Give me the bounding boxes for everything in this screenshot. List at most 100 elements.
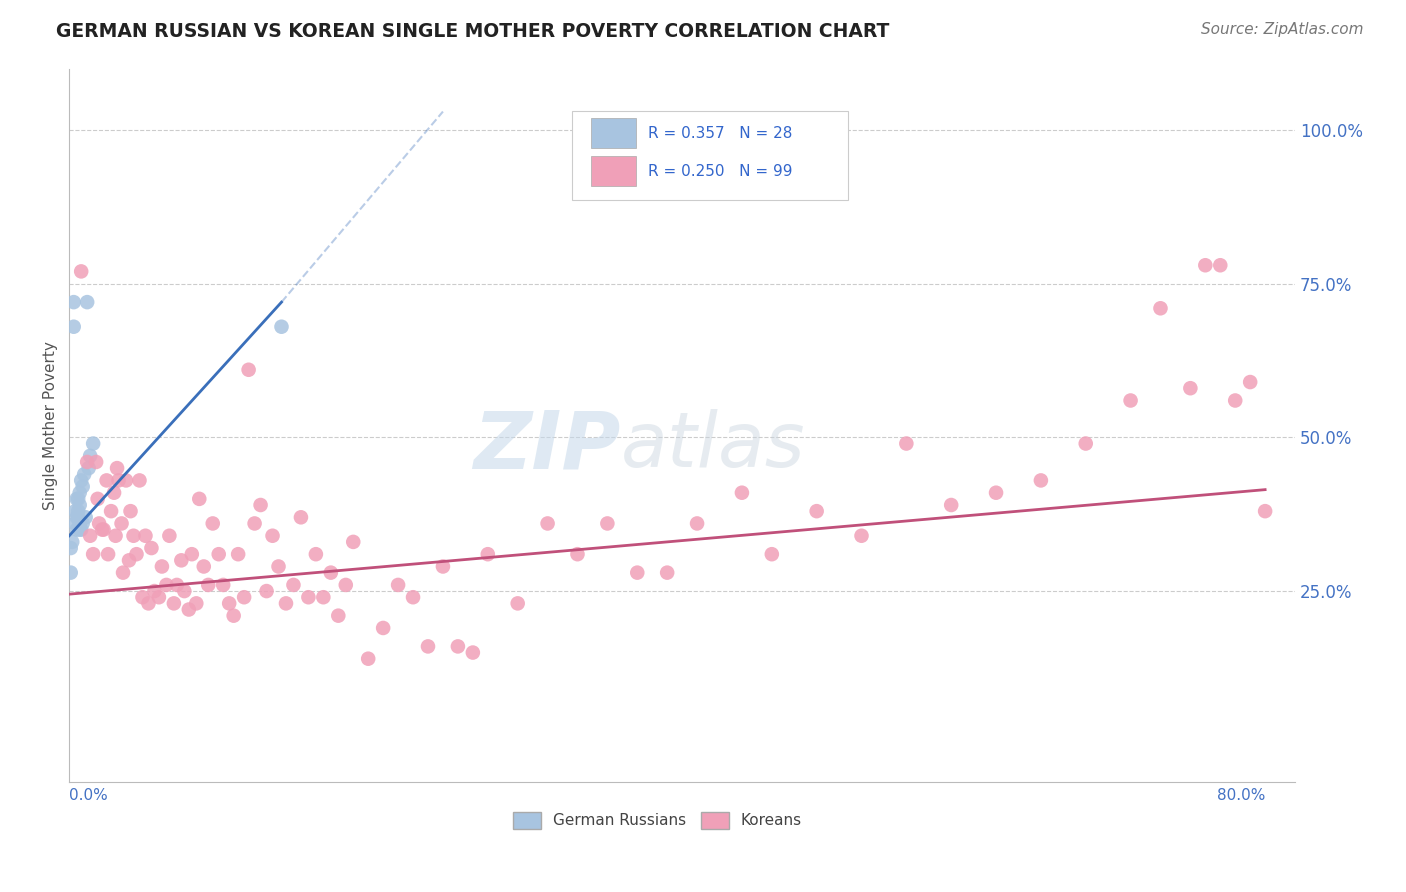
Point xyxy=(120,504,142,518)
Point xyxy=(731,485,754,500)
Point xyxy=(163,596,186,610)
Point xyxy=(212,578,235,592)
Point xyxy=(138,596,160,610)
Point xyxy=(72,479,94,493)
Point xyxy=(63,504,86,518)
Point xyxy=(297,591,319,605)
Point xyxy=(72,516,94,531)
Point xyxy=(806,504,828,518)
Point xyxy=(66,491,89,506)
Point xyxy=(477,547,499,561)
Point xyxy=(761,547,783,561)
Point xyxy=(312,591,335,605)
Point xyxy=(173,584,195,599)
Point xyxy=(1209,258,1232,272)
Point xyxy=(274,596,297,610)
Point xyxy=(77,461,100,475)
FancyBboxPatch shape xyxy=(592,156,636,186)
Point xyxy=(180,547,202,561)
Point xyxy=(84,455,107,469)
Point xyxy=(335,578,357,592)
Point xyxy=(62,319,84,334)
Point xyxy=(941,498,963,512)
Point xyxy=(373,621,395,635)
Point xyxy=(1254,504,1277,518)
Point xyxy=(387,578,409,592)
Point xyxy=(256,584,278,599)
Point xyxy=(70,474,93,488)
Point xyxy=(107,474,129,488)
Point xyxy=(134,529,156,543)
Point xyxy=(201,516,224,531)
Point xyxy=(148,591,170,605)
Point xyxy=(177,602,200,616)
Point xyxy=(270,319,292,334)
FancyBboxPatch shape xyxy=(572,112,848,201)
Point xyxy=(115,474,138,488)
Point xyxy=(170,553,193,567)
Point xyxy=(69,516,91,531)
Point xyxy=(105,461,128,475)
Point xyxy=(155,578,177,592)
Point xyxy=(1180,381,1202,395)
Point xyxy=(1239,375,1261,389)
Point xyxy=(143,584,166,599)
Point xyxy=(59,541,82,555)
Point xyxy=(89,516,111,531)
Point xyxy=(75,510,97,524)
Point xyxy=(233,591,256,605)
Point xyxy=(91,523,114,537)
Point xyxy=(657,566,679,580)
Point xyxy=(103,485,125,500)
Text: atlas: atlas xyxy=(621,409,806,483)
Point xyxy=(290,510,312,524)
Point xyxy=(96,474,118,488)
Point xyxy=(984,485,1007,500)
Point xyxy=(567,547,589,561)
Point xyxy=(226,547,249,561)
Point xyxy=(122,529,145,543)
Text: ZIP: ZIP xyxy=(474,408,621,485)
Point xyxy=(596,516,619,531)
FancyBboxPatch shape xyxy=(592,119,636,148)
Text: Source: ZipAtlas.com: Source: ZipAtlas.com xyxy=(1201,22,1364,37)
Point xyxy=(328,608,350,623)
Point xyxy=(851,529,873,543)
Text: R = 0.250   N = 99: R = 0.250 N = 99 xyxy=(648,164,793,178)
Point xyxy=(67,504,90,518)
Text: 0.0%: 0.0% xyxy=(69,788,108,803)
Point xyxy=(262,529,284,543)
Point xyxy=(73,467,96,482)
Point xyxy=(150,559,173,574)
Point xyxy=(59,566,82,580)
Point xyxy=(67,510,90,524)
Point xyxy=(267,559,290,574)
Point xyxy=(283,578,305,592)
Point xyxy=(186,596,208,610)
Point xyxy=(69,523,91,537)
Text: R = 0.357   N = 28: R = 0.357 N = 28 xyxy=(648,126,792,141)
Point xyxy=(79,529,101,543)
Point xyxy=(66,510,89,524)
Point xyxy=(188,491,211,506)
Point xyxy=(112,566,135,580)
Point xyxy=(319,566,342,580)
Point xyxy=(506,596,529,610)
Point xyxy=(342,535,364,549)
Point xyxy=(118,553,141,567)
Point xyxy=(416,640,439,654)
Point xyxy=(193,559,215,574)
Point xyxy=(67,491,90,506)
Point xyxy=(93,523,115,537)
Point xyxy=(1149,301,1171,316)
Point xyxy=(110,516,132,531)
Point xyxy=(62,295,84,310)
Point xyxy=(461,646,484,660)
Point xyxy=(305,547,328,561)
Point xyxy=(66,523,89,537)
Point xyxy=(70,264,93,278)
Point xyxy=(76,295,98,310)
Point xyxy=(166,578,188,592)
Point xyxy=(536,516,558,531)
Legend: German Russians, Koreans: German Russians, Koreans xyxy=(508,805,808,835)
